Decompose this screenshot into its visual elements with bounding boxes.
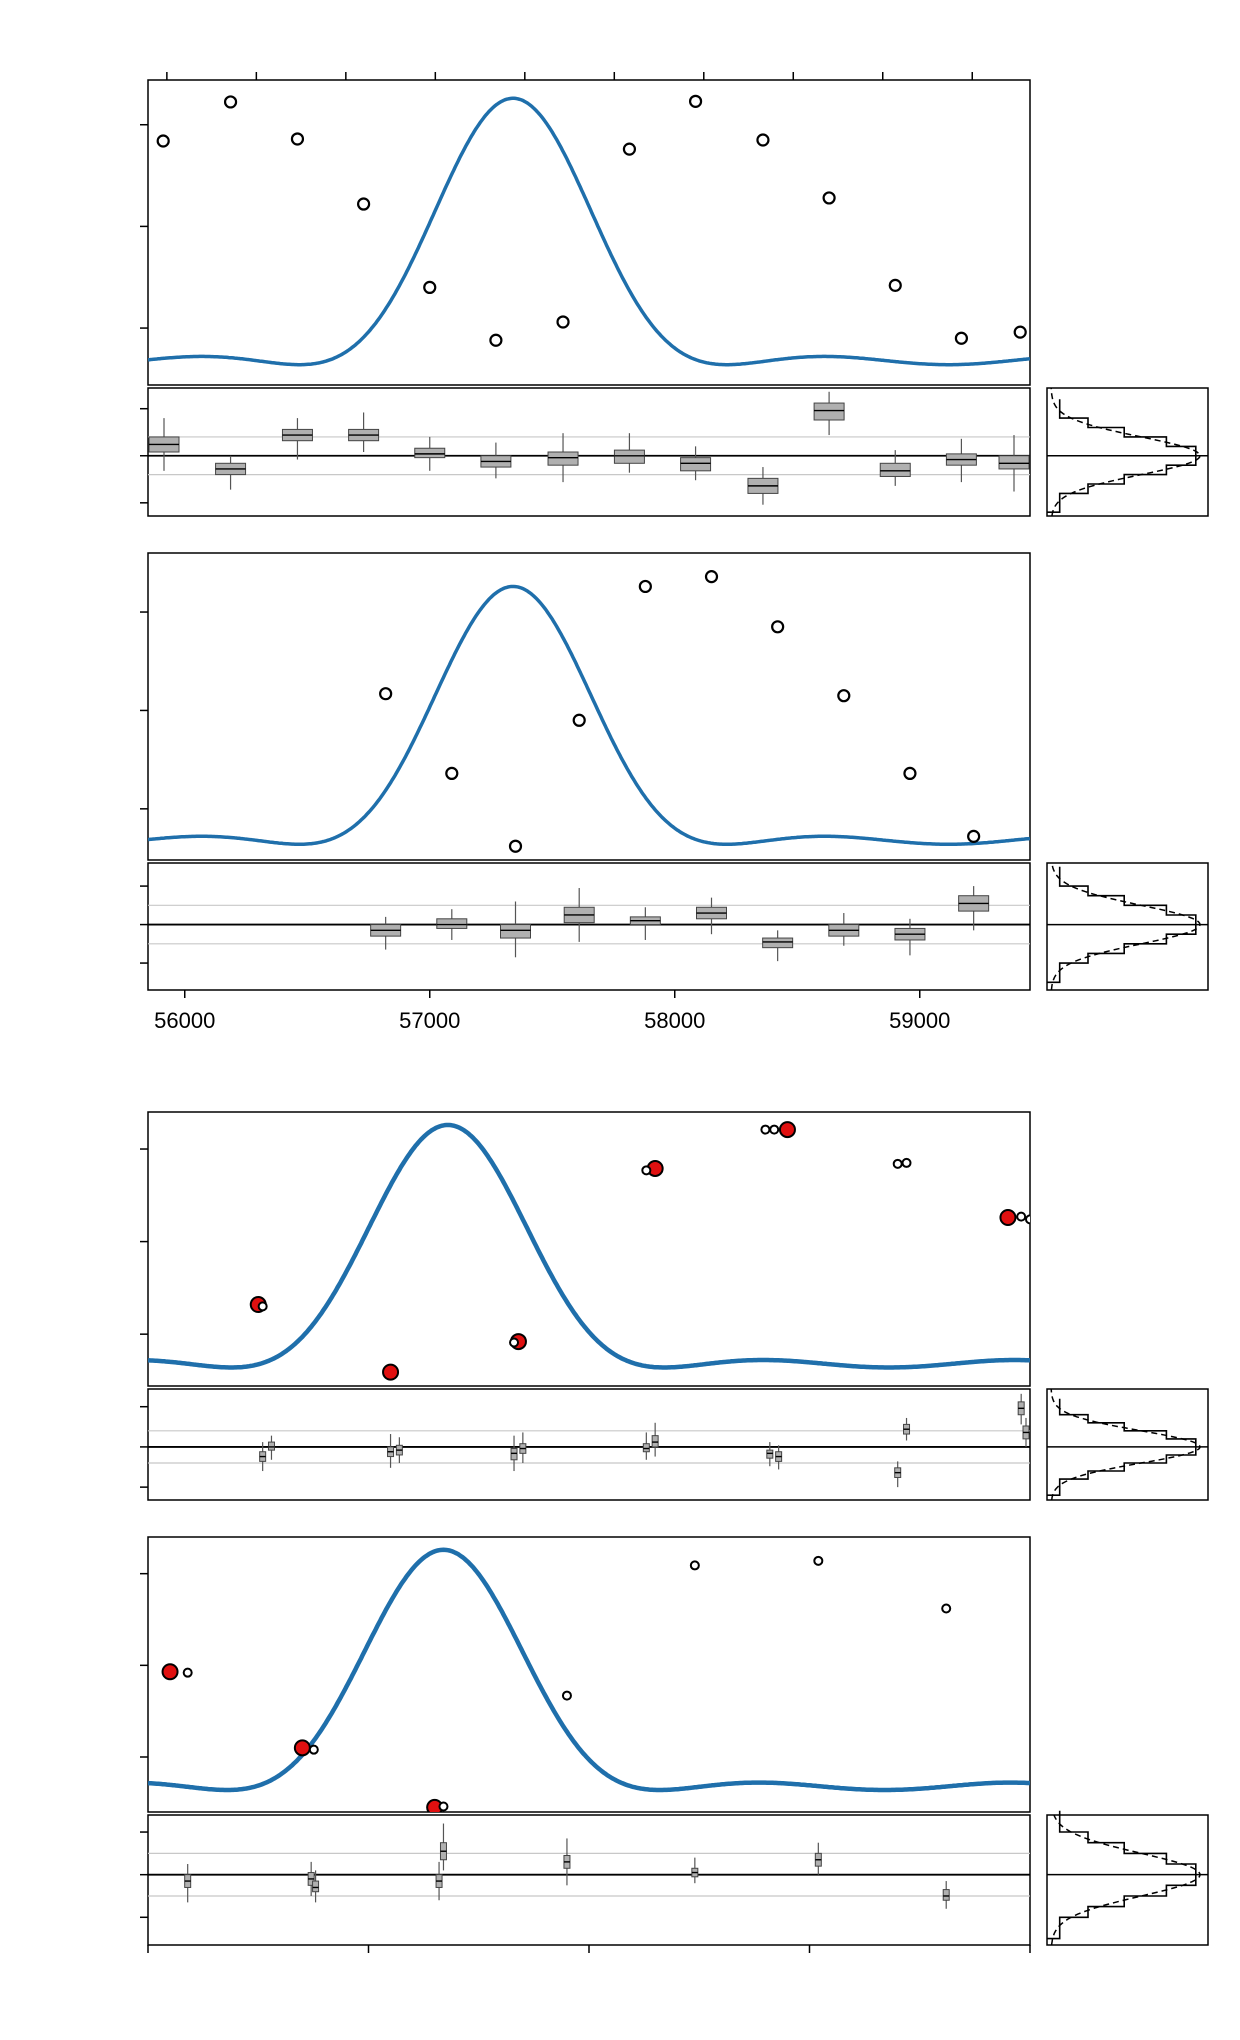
data-point: [379, 687, 393, 701]
resid-histogram: [1046, 1398, 1197, 1497]
resid-histogram: [1046, 399, 1197, 514]
resid-box: [500, 924, 531, 939]
data-point: [290, 132, 305, 146]
resid-box: [998, 455, 1030, 470]
data-point: [357, 197, 371, 211]
resid-box: [762, 937, 794, 949]
resid-panel-frame: [147, 1814, 1031, 1946]
resid-box: [813, 402, 845, 421]
resid-panel-frame: [147, 862, 1031, 991]
data-point: [445, 766, 459, 781]
model-curve: [148, 1547, 1030, 1793]
data-point: [967, 829, 981, 843]
data-point: [182, 1667, 193, 1678]
main-panel-frame: [147, 552, 1031, 861]
data-point: [508, 839, 523, 853]
data-point: [822, 191, 836, 205]
data-point: [954, 331, 969, 345]
highlight-point: [778, 1121, 796, 1139]
data-point: [638, 579, 652, 594]
resid-box: [613, 449, 645, 464]
data-point: [561, 1690, 572, 1701]
resid-box: [267, 1441, 275, 1451]
data-point: [688, 94, 703, 108]
highlight-point: [161, 1663, 179, 1681]
highlight-point: [382, 1363, 400, 1381]
model-curve: [148, 1122, 1030, 1370]
model-group: [148, 94, 1030, 367]
data-point: [223, 95, 238, 109]
data-point: [813, 1555, 824, 1566]
data-point: [489, 333, 503, 347]
x-tick-label: 57000: [399, 1008, 460, 1033]
resid-histogram: [1046, 866, 1197, 984]
data-point: [689, 1560, 700, 1571]
resid-box: [547, 451, 579, 466]
resid-box: [414, 447, 446, 459]
gaussian-reference-curve: [1050, 1814, 1201, 1946]
resid-box: [766, 1449, 774, 1459]
data-point: [704, 570, 719, 584]
gaussian-reference-curve: [1050, 862, 1201, 991]
data-point: [901, 1157, 912, 1168]
main-panel-frame: [147, 79, 1031, 386]
data-point: [509, 1337, 520, 1348]
data-point: [438, 1801, 449, 1812]
x-tick-label: 56000: [154, 1008, 215, 1033]
resid-histogram: [1046, 1810, 1197, 1940]
data-point: [1016, 1211, 1027, 1222]
data-point: [423, 280, 437, 294]
data-point: [622, 142, 637, 156]
data-point: [760, 1124, 771, 1135]
data-point: [641, 1165, 652, 1176]
data-point: [888, 278, 902, 292]
data-point: [556, 315, 570, 329]
model-group: [148, 1547, 1030, 1812]
data-point: [1025, 1214, 1030, 1225]
model-curve: [148, 96, 1030, 367]
highlight-point: [999, 1209, 1017, 1227]
resid-box: [680, 457, 712, 472]
x-tick-label: 59000: [889, 1008, 950, 1033]
resid-box: [436, 918, 468, 929]
data-point: [572, 713, 586, 727]
hist-panel-frame: [1046, 387, 1209, 517]
hist-panel-frame: [1046, 862, 1209, 991]
resid-box: [642, 1443, 650, 1453]
resid-box: [510, 1448, 518, 1461]
data-point: [756, 133, 770, 147]
data-point: [769, 1124, 780, 1135]
resid-panel-frame: [147, 1388, 1031, 1501]
highlight-point: [293, 1739, 311, 1757]
hist-panel-frame: [1046, 1388, 1209, 1501]
data-point: [903, 766, 917, 781]
gaussian-reference-curve: [1050, 1388, 1201, 1501]
model-group: [148, 1121, 1030, 1381]
data-point: [156, 134, 170, 148]
hist-panel-frame: [1046, 1814, 1209, 1946]
data-point: [941, 1603, 952, 1614]
resid-panel-frame: [147, 387, 1031, 517]
resid-box: [312, 1880, 320, 1893]
x-tick-label: 58000: [644, 1008, 705, 1033]
model-group: [148, 570, 1030, 853]
data-point: [771, 620, 785, 634]
data-point: [308, 1744, 319, 1755]
main-panel-frame: [147, 1111, 1031, 1387]
gaussian-reference-curve: [1050, 387, 1201, 517]
data-point: [837, 689, 851, 703]
main-panel-frame: [147, 1536, 1031, 1813]
model-curve: [148, 584, 1030, 847]
data-point: [257, 1301, 268, 1312]
resid-box: [879, 462, 911, 477]
resid-box: [942, 1889, 950, 1901]
resid-box: [651, 1435, 659, 1448]
data-point: [892, 1158, 903, 1169]
data-point: [1013, 325, 1027, 339]
